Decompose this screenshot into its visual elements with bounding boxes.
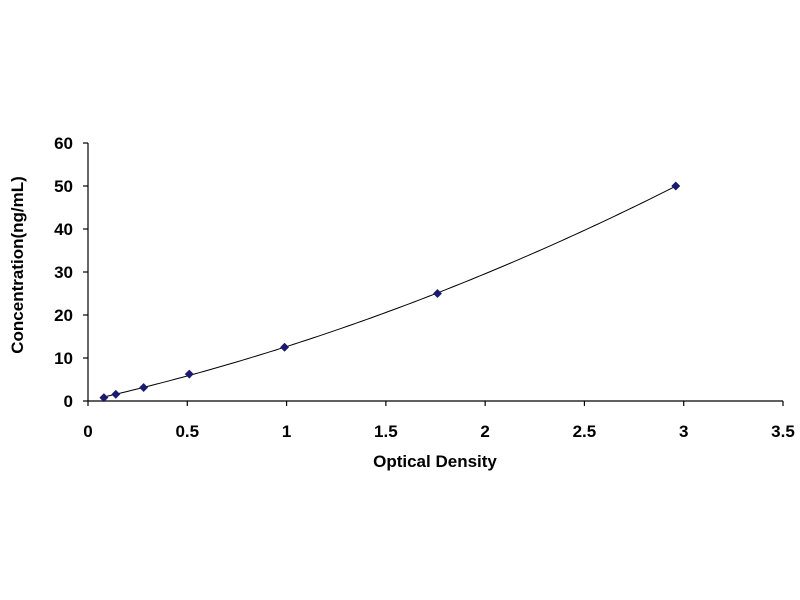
y-tick-label: 20: [54, 306, 73, 325]
y-tick-label: 10: [54, 349, 73, 368]
x-axis-title: Optical Density: [373, 452, 497, 471]
y-ticks: 0 10 20 30 40 50 60: [54, 134, 88, 411]
data-point-marker: [280, 342, 290, 352]
data-point-marker: [184, 369, 194, 379]
x-ticks: 0 0.5 1 1.5 2 2.5 3 3.5: [83, 401, 795, 441]
plot-area: 0 10 20 30 40 50 60 0 0.5 1 1.5 2 2.5 3 3.5: [54, 134, 795, 441]
y-tick-label: 40: [54, 220, 73, 239]
x-tick-label: 1.5: [374, 422, 398, 441]
x-tick-label: 0: [83, 422, 92, 441]
trendline-curve: [103, 185, 676, 398]
y-tick-label: 0: [64, 392, 73, 411]
x-tick-label: 0.5: [175, 422, 199, 441]
y-tick-label: 60: [54, 134, 73, 153]
x-tick-label: 3.5: [771, 422, 795, 441]
x-tick-label: 3: [679, 422, 688, 441]
data-point-marker: [139, 382, 149, 393]
x-tick-label: 2: [480, 422, 489, 441]
x-tick-label: 1: [282, 422, 291, 441]
data-point-marker: [432, 288, 443, 299]
data-point-marker: [671, 181, 681, 191]
y-axis-title: Concentration(ng/mL): [8, 176, 27, 354]
x-tick-label: 2.5: [573, 422, 597, 441]
y-tick-label: 50: [54, 177, 73, 196]
data-point-marker: [99, 393, 109, 403]
y-tick-label: 30: [54, 263, 73, 282]
data-points: [99, 181, 681, 403]
data-point-marker: [111, 389, 121, 399]
